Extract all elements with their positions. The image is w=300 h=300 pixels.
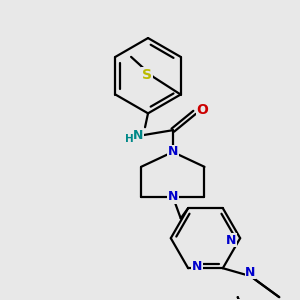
Text: N: N: [168, 146, 178, 158]
Text: N: N: [192, 260, 202, 273]
Text: H: H: [125, 134, 134, 144]
Text: S: S: [142, 68, 152, 82]
Text: N: N: [245, 266, 256, 279]
Text: N: N: [226, 234, 236, 247]
Text: N: N: [133, 129, 143, 142]
Text: N: N: [168, 190, 178, 203]
Text: O: O: [196, 103, 208, 117]
